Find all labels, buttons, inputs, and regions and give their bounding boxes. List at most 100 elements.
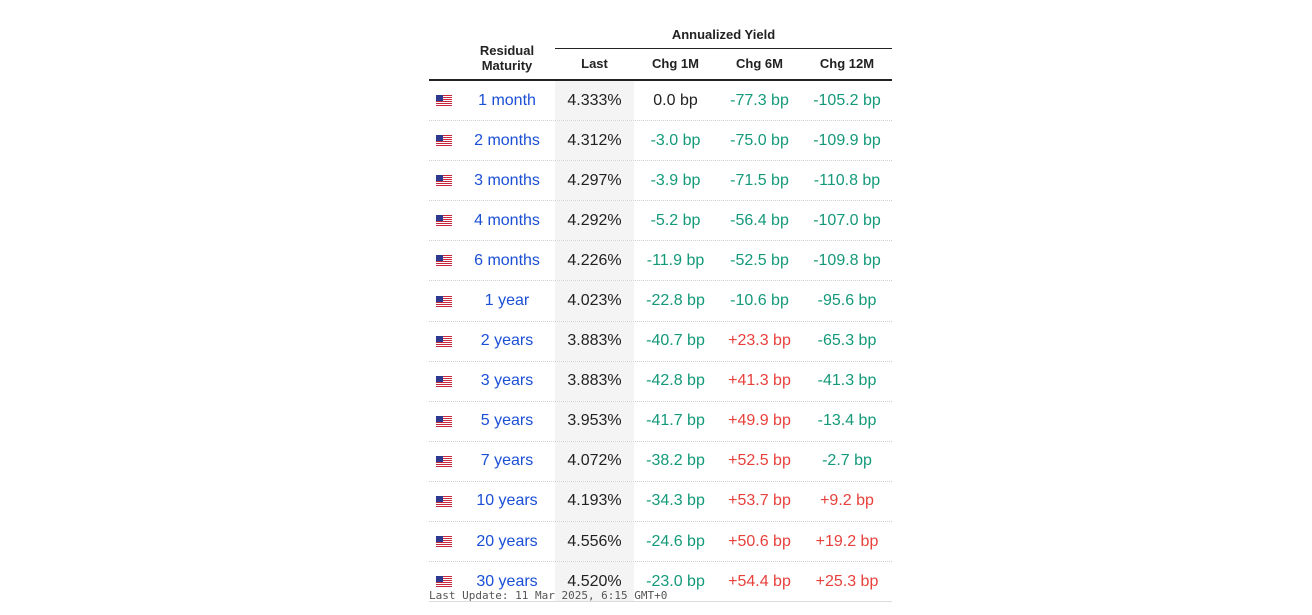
- last-update-text: Last Update: 11 Mar 2025, 6:15 GMT+0: [429, 589, 668, 602]
- chg-6m-cell: +23.3 bp: [728, 332, 791, 350]
- header-maturity-line2: Maturity: [481, 58, 533, 73]
- maturity-link[interactable]: 5 years: [480, 412, 534, 430]
- chg-1m-cell: -34.3 bp: [646, 492, 705, 510]
- table-row: 1 month 4.333% 0.0 bp -77.3 bp -105.2 bp: [429, 81, 892, 122]
- chg-12m-cell: +9.2 bp: [820, 492, 874, 510]
- us-flag-icon: [429, 362, 459, 401]
- last-yield-cell: 3.883%: [555, 361, 634, 401]
- maturity-link[interactable]: 2 years: [480, 332, 534, 350]
- header-chg-6m: Chg 6M: [736, 56, 783, 71]
- group-header-divider: [555, 48, 892, 49]
- yield-table: Annualized Yield Residual Maturity Last …: [429, 22, 892, 603]
- chg-1m-cell: 0.0 bp: [653, 91, 698, 109]
- table-row: 2 years 3.883% -40.7 bp +23.3 bp -65.3 b…: [429, 321, 892, 362]
- table-row: 10 years 4.193% -34.3 bp +53.7 bp +9.2 b…: [429, 481, 892, 523]
- chg-1m-cell: -40.7 bp: [646, 332, 705, 350]
- chg-12m-cell: -109.8 bp: [813, 251, 881, 269]
- table-header-row: Residual Maturity Last Chg 1M Chg 6M Chg…: [429, 43, 892, 81]
- chg-6m-cell: -71.5 bp: [730, 171, 789, 189]
- table-row: 3 months 4.297% -3.9 bp -71.5 bp -110.8 …: [429, 161, 892, 202]
- last-yield-cell: 4.297%: [555, 161, 634, 201]
- header-chg-1m: Chg 1M: [652, 56, 699, 71]
- chg-6m-cell: +52.5 bp: [728, 452, 791, 470]
- table-row: 30 years 4.520% -23.0 bp +54.4 bp +25.3 …: [429, 562, 892, 603]
- us-flag-icon: [429, 522, 459, 561]
- table-body: 1 month 4.333% 0.0 bp -77.3 bp -105.2 bp…: [429, 81, 892, 603]
- maturity-link[interactable]: 10 years: [476, 492, 538, 510]
- chg-1m-cell: -22.8 bp: [646, 292, 705, 310]
- chg-6m-cell: +54.4 bp: [728, 572, 791, 590]
- chg-1m-cell: -41.7 bp: [646, 412, 705, 430]
- maturity-link[interactable]: 1 month: [478, 91, 536, 109]
- us-flag-icon: [429, 482, 459, 521]
- table-row: 5 years 3.953% -41.7 bp +49.9 bp -13.4 b…: [429, 401, 892, 442]
- chg-6m-cell: +41.3 bp: [728, 372, 791, 390]
- maturity-link[interactable]: 30 years: [476, 572, 538, 590]
- maturity-link[interactable]: 3 years: [480, 372, 534, 390]
- maturity-link[interactable]: 2 months: [474, 131, 540, 149]
- chg-12m-cell: -95.6 bp: [817, 292, 877, 310]
- chg-1m-cell: -3.0 bp: [650, 131, 701, 149]
- us-flag-icon: [429, 121, 459, 160]
- us-flag-icon: [429, 81, 459, 120]
- last-yield-cell: 4.193%: [555, 481, 634, 522]
- us-flag-icon: [429, 281, 459, 320]
- chg-1m-cell: -3.9 bp: [650, 171, 701, 189]
- us-flag-icon: [429, 562, 459, 601]
- us-flag-icon: [429, 322, 459, 361]
- table-row: 2 months 4.312% -3.0 bp -75.0 bp -109.9 …: [429, 121, 892, 162]
- header-chg-12m: Chg 12M: [819, 56, 875, 71]
- chg-12m-cell: -105.2 bp: [813, 91, 881, 109]
- chg-6m-cell: -10.6 bp: [730, 292, 789, 310]
- chg-12m-cell: +25.3 bp: [815, 572, 879, 590]
- chg-6m-cell: -52.5 bp: [730, 251, 789, 269]
- chg-6m-cell: -56.4 bp: [730, 211, 789, 229]
- table-row: 7 years 4.072% -38.2 bp +52.5 bp -2.7 bp: [429, 441, 892, 482]
- chg-12m-cell: -65.3 bp: [817, 332, 877, 350]
- chg-12m-cell: -2.7 bp: [822, 452, 872, 470]
- last-yield-cell: 4.023%: [555, 281, 634, 321]
- header-residual-maturity: Residual Maturity: [460, 43, 554, 73]
- us-flag-icon: [429, 241, 459, 280]
- chg-12m-cell: -107.0 bp: [813, 211, 881, 229]
- last-yield-cell: 4.312%: [555, 121, 634, 161]
- us-flag-icon: [429, 201, 459, 240]
- maturity-link[interactable]: 1 year: [484, 292, 530, 310]
- chg-1m-cell: -24.6 bp: [646, 532, 705, 550]
- chg-6m-cell: +49.9 bp: [728, 412, 791, 430]
- chg-1m-cell: -38.2 bp: [646, 452, 705, 470]
- last-yield-cell: 4.072%: [555, 441, 634, 481]
- last-yield-cell: 4.520%: [555, 562, 634, 602]
- table-row: 20 years 4.556% -24.6 bp +50.6 bp +19.2 …: [429, 522, 892, 563]
- chg-12m-cell: -110.8 bp: [813, 171, 881, 189]
- last-yield-cell: 3.883%: [555, 321, 634, 361]
- chg-1m-cell: -23.0 bp: [646, 572, 705, 590]
- annualized-yield-title: Annualized Yield: [671, 27, 776, 42]
- chg-1m-cell: -11.9 bp: [646, 251, 705, 269]
- table-row: 3 years 3.883% -42.8 bp +41.3 bp -41.3 b…: [429, 361, 892, 402]
- maturity-link[interactable]: 4 months: [474, 211, 540, 229]
- chg-6m-cell: +53.7 bp: [728, 492, 791, 510]
- us-flag-icon: [429, 402, 459, 441]
- us-flag-icon: [429, 161, 459, 200]
- table-row: 1 year 4.023% -22.8 bp -10.6 bp -95.6 bp: [429, 281, 892, 322]
- last-yield-cell: 4.226%: [555, 241, 634, 281]
- chg-1m-cell: -42.8 bp: [646, 372, 705, 390]
- chg-6m-cell: -75.0 bp: [730, 131, 789, 149]
- last-yield-cell: 4.333%: [555, 81, 634, 121]
- chg-6m-cell: -77.3 bp: [730, 91, 789, 109]
- us-flag-icon: [429, 442, 459, 481]
- chg-12m-cell: -13.4 bp: [817, 412, 877, 430]
- last-yield-cell: 3.953%: [555, 401, 634, 441]
- last-yield-cell: 4.292%: [555, 201, 634, 241]
- maturity-link[interactable]: 20 years: [476, 532, 538, 550]
- header-maturity-line1: Residual: [479, 43, 535, 58]
- last-yield-cell: 4.556%: [555, 522, 634, 562]
- maturity-link[interactable]: 3 months: [474, 171, 540, 189]
- header-last: Last: [581, 56, 608, 71]
- table-row: 4 months 4.292% -5.2 bp -56.4 bp -107.0 …: [429, 201, 892, 242]
- maturity-link[interactable]: 6 months: [474, 251, 540, 269]
- chg-1m-cell: -5.2 bp: [650, 211, 701, 229]
- maturity-link[interactable]: 7 years: [480, 452, 534, 470]
- table-group-header: Annualized Yield: [429, 22, 892, 49]
